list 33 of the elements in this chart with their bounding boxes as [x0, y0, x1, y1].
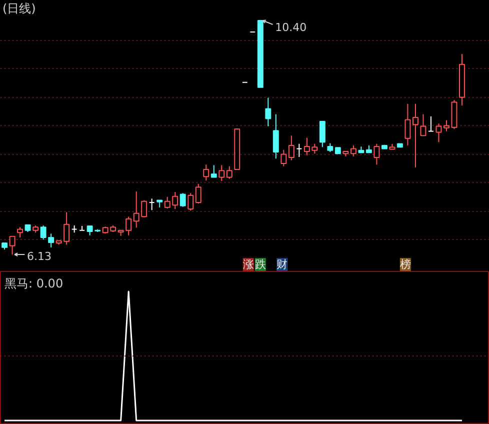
candlestick [350, 144, 356, 157]
annotation: 6.13 [27, 250, 52, 263]
candlestick [17, 226, 24, 238]
chart-title: (日线) [2, 2, 36, 16]
candlestick [319, 120, 326, 148]
candlestick [265, 97, 272, 127]
candlestick [404, 103, 411, 146]
candlestick [126, 216, 132, 236]
chart-title: 黑马: 0.00 [4, 276, 64, 290]
candlestick [40, 224, 46, 240]
candlestick [218, 164, 225, 182]
candlestick [412, 103, 418, 168]
candlestick [436, 123, 442, 143]
candlestick [203, 164, 210, 182]
candlestick [148, 198, 155, 211]
candlestick [296, 143, 302, 158]
text: 榜 [400, 258, 411, 271]
candlestick [180, 192, 186, 208]
candlestick [210, 164, 217, 178]
annotation: 10.40 [275, 21, 307, 34]
candlestick [48, 233, 54, 248]
text: 跌 [254, 258, 266, 271]
text: 财 [276, 258, 288, 271]
candlestick [288, 135, 294, 161]
candlestick [280, 149, 287, 167]
candlestick [420, 114, 426, 136]
candlestick [226, 166, 232, 180]
candlestick [195, 183, 202, 204]
candlestick [188, 192, 194, 212]
candlestick [428, 116, 434, 132]
candlestick [374, 143, 380, 166]
candlestick [272, 114, 279, 160]
text: 涨 [242, 258, 254, 271]
